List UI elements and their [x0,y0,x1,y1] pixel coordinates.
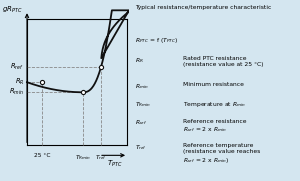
Text: $T_{Rmin}$: $T_{Rmin}$ [135,100,151,109]
Text: $T_{ref}$: $T_{ref}$ [135,143,147,152]
Text: $R_R$: $R_R$ [135,56,144,65]
Text: $T_{PTC}$: $T_{PTC}$ [107,159,123,169]
Text: $R_{min}$: $R_{min}$ [135,82,149,91]
Text: Temperature at $R_{min}$: Temperature at $R_{min}$ [184,100,246,110]
Text: Reference resistance
$R_{ref}$ = 2 x $R_{min}$: Reference resistance $R_{ref}$ = 2 x $R_… [184,119,247,134]
Text: $T_{Rmin}$: $T_{Rmin}$ [75,153,91,162]
Text: Rated PTC resistance
(resistance value at 25 °C): Rated PTC resistance (resistance value a… [184,56,264,67]
Text: Typical resistance/temperature characteristic: Typical resistance/temperature character… [135,5,272,10]
Text: $R_{min}$: $R_{min}$ [9,87,24,97]
Text: $R_{ref}$: $R_{ref}$ [135,119,148,127]
Text: Reference temperature
(resistance value reaches
$R_{ref}$ = 2 x $R_{min}$): Reference temperature (resistance value … [184,143,261,165]
Text: $R_{PTC}$ = f ($T_{PTC}$): $R_{PTC}$ = f ($T_{PTC}$) [135,36,178,45]
Text: 25 °C: 25 °C [34,153,50,158]
Text: $R_{ref}$: $R_{ref}$ [11,62,24,72]
Text: $gR_{PTC}$: $gR_{PTC}$ [2,5,23,15]
Text: $R_R$: $R_R$ [15,77,24,87]
Text: $T_{ref}$: $T_{ref}$ [95,153,107,162]
Text: Minimum resistance: Minimum resistance [184,82,244,87]
